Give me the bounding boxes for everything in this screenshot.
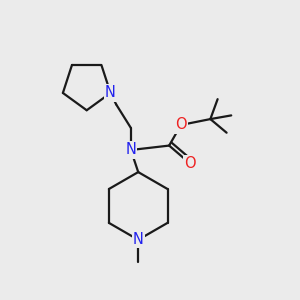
Text: N: N: [105, 85, 116, 100]
Text: O: O: [184, 156, 196, 171]
Text: N: N: [133, 232, 144, 247]
Text: N: N: [125, 142, 136, 158]
Text: O: O: [175, 118, 187, 133]
